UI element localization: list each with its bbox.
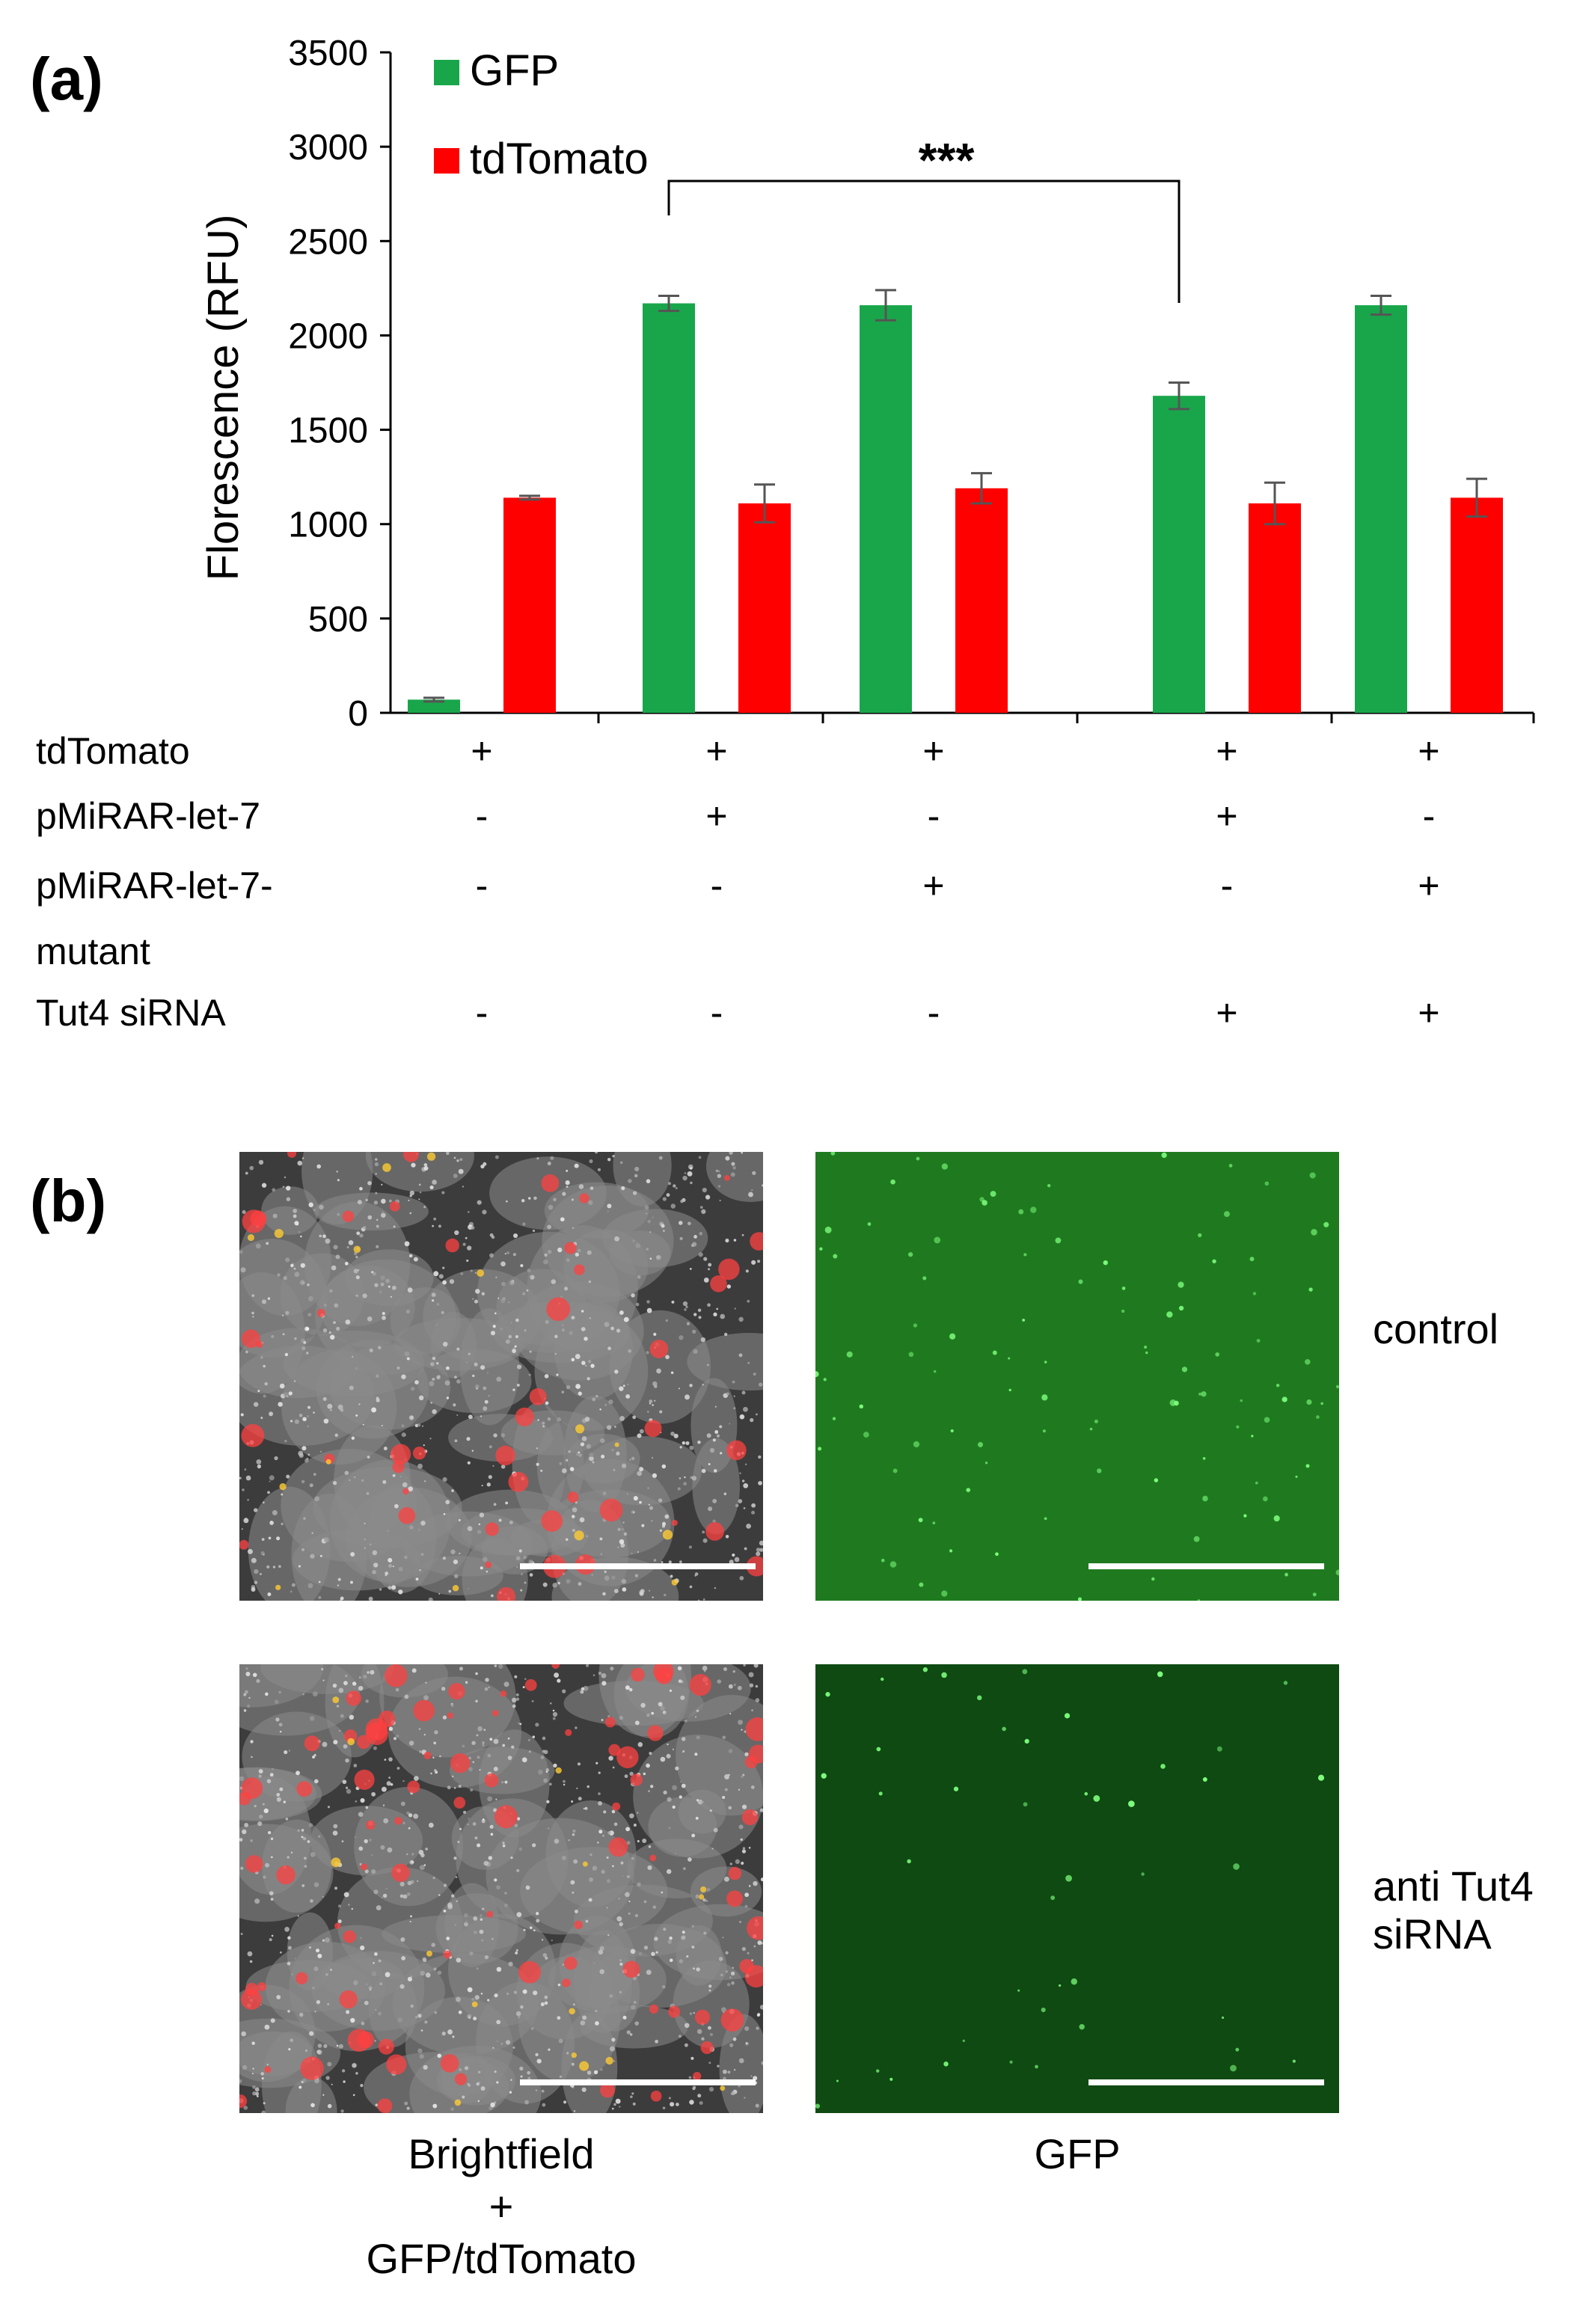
gfp-sirna-image <box>815 1664 1339 2113</box>
significance-bracket <box>667 180 1181 303</box>
scale-bar <box>1088 2079 1324 2085</box>
brightfield-control-image <box>239 1152 763 1601</box>
condition-value: - <box>1422 795 1436 837</box>
condition-value: - <box>475 865 489 907</box>
bar-gfp <box>1355 305 1407 713</box>
y-tick-label: 3000 <box>288 128 368 168</box>
condition-value: + <box>1216 795 1238 837</box>
condition-value: - <box>475 795 489 837</box>
bar-tdtomato <box>738 503 791 713</box>
y-tick-label: 500 <box>308 600 368 640</box>
column-label-brightfield: Brightfield + GFP/tdTomato <box>366 2130 637 2282</box>
condition-label: pMiRAR-let-7- <box>36 865 273 907</box>
y-tick-label: 2500 <box>288 222 368 262</box>
condition-value: + <box>1216 992 1238 1034</box>
brightfield-sirna-image <box>239 1664 763 2113</box>
condition-value: - <box>710 992 723 1034</box>
bar-tdtomato <box>503 497 556 713</box>
bar-gfp <box>643 303 695 713</box>
gfp-control-image <box>815 1152 1339 1601</box>
y-tick-label: 0 <box>348 694 368 733</box>
bar-tdtomato <box>955 488 1008 713</box>
condition-value: + <box>1216 730 1238 772</box>
bar-tdtomato <box>1249 503 1301 713</box>
condition-value: + <box>471 730 493 772</box>
condition-value: + <box>922 865 945 907</box>
condition-value: - <box>927 795 940 837</box>
row-label-control: control <box>1373 1305 1499 1352</box>
condition-value: - <box>475 992 489 1034</box>
condition-label: Tut4 siRNA <box>36 992 226 1034</box>
scale-bar <box>1088 1563 1324 1569</box>
y-tick-label: 1500 <box>288 411 368 451</box>
y-tick-label: 2000 <box>288 316 368 356</box>
condition-label: mutant <box>36 930 150 972</box>
bar-gfp <box>860 305 912 713</box>
legend-swatch-tdtomato <box>434 148 459 174</box>
panel-a-label: (a) <box>30 46 103 112</box>
y-axis-label: Florescence (RFU) <box>199 215 248 581</box>
condition-value: - <box>927 992 940 1034</box>
legend-label-tdtomato: tdTomato <box>470 135 649 183</box>
legend-swatch-gfp <box>434 60 459 85</box>
bar-chart: 0 500 1000 1500 2000 2500 3000 3500 Florescence … <box>199 34 1535 733</box>
row-label-anti-tut4-sirna: anti Tut4 siRNA <box>1373 1862 1534 1957</box>
condition-value: - <box>1220 865 1234 907</box>
bar-gfp <box>1153 396 1205 713</box>
significance-label: *** <box>919 133 975 187</box>
scale-bar <box>520 1563 756 1569</box>
condition-value: + <box>922 730 945 772</box>
scale-bar <box>520 2079 756 2085</box>
bar-tdtomato <box>1451 497 1503 713</box>
legend-label-gfp: GFP <box>470 46 559 95</box>
condition-value: + <box>705 730 728 772</box>
panel-b-label: (b) <box>30 1168 107 1234</box>
bar-gfp <box>408 699 460 713</box>
condition-value: + <box>705 795 728 837</box>
y-tick-label: 3500 <box>288 34 368 73</box>
condition-value: - <box>710 865 723 907</box>
column-label-gfp: GFP <box>1034 2130 1121 2177</box>
condition-label: pMiRAR-let-7 <box>36 795 261 837</box>
y-tick-label: 1000 <box>288 506 368 545</box>
condition-value: + <box>1418 992 1440 1034</box>
condition-value: + <box>1418 865 1440 907</box>
condition-value: + <box>1418 730 1440 772</box>
condition-label: tdTomato <box>36 730 190 772</box>
